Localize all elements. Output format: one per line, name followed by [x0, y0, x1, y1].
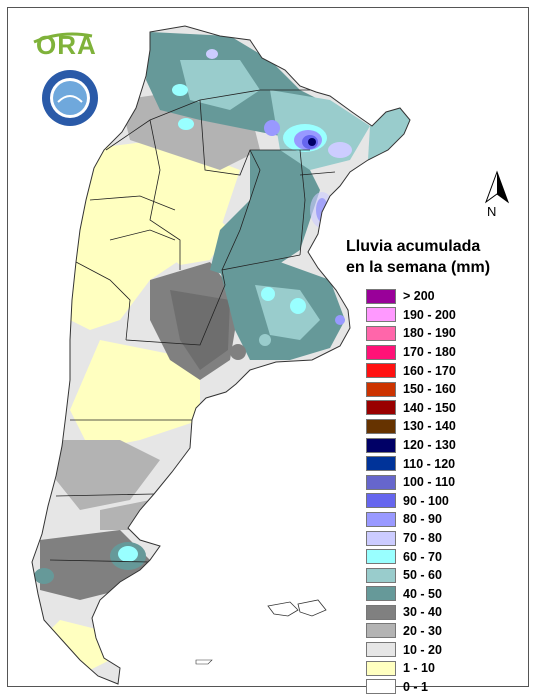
legend-item: 160 - 170: [366, 361, 456, 380]
legend-swatch: [366, 307, 396, 323]
legend-item: 130 - 140: [366, 417, 456, 436]
legend-swatch: [366, 530, 396, 546]
legend-title-line1: Lluvia acumulada: [346, 238, 481, 255]
legend-item: 40 - 50: [366, 585, 456, 604]
legend-swatch: [366, 474, 396, 490]
legend-item: 0 - 1: [366, 677, 456, 696]
ora-logo: ORA: [32, 28, 104, 64]
legend-item: 10 - 20: [366, 640, 456, 659]
legend-item: 120 - 130: [366, 436, 456, 455]
legend-label: 70 - 80: [403, 531, 442, 546]
north-arrow: N: [480, 170, 514, 222]
legend-item: 90 - 100: [366, 492, 456, 511]
legend-swatch: [366, 325, 396, 341]
legend-swatch: [366, 437, 396, 453]
malvinas-islands: [267, 599, 327, 617]
legend-label: 140 - 150: [403, 400, 456, 415]
legend-swatch: [366, 549, 396, 565]
north-label: N: [487, 204, 497, 219]
legend-item: 180 - 190: [366, 324, 456, 343]
legend-item: 100 - 110: [366, 473, 456, 492]
legend-swatch: [366, 344, 396, 360]
island-mark: [195, 659, 213, 665]
legend-swatch: [366, 604, 396, 620]
north-arrow-icon: [484, 170, 510, 204]
legend-label: 30 - 40: [403, 605, 442, 620]
legend-swatch: [366, 623, 396, 639]
legend-title-line2: en la semana (mm): [346, 259, 491, 276]
legend-item: 110 - 120: [366, 454, 456, 473]
legend-label: 1 - 10: [403, 661, 435, 676]
legend-item: 50 - 60: [366, 566, 456, 585]
legend-swatch: [366, 642, 396, 658]
legend-label: > 200: [403, 289, 435, 304]
legend-label: 10 - 20: [403, 642, 442, 657]
legend-label: 20 - 30: [403, 623, 442, 638]
legend-label: 100 - 110: [403, 475, 456, 490]
legend-item: 150 - 160: [366, 380, 456, 399]
legend-label: 110 - 120: [403, 456, 456, 471]
legend-item: 60 - 70: [366, 547, 456, 566]
legend-swatch: [366, 418, 396, 434]
legend-label: 160 - 170: [403, 363, 456, 378]
legend-label: 190 - 200: [403, 307, 456, 322]
legend-label: 80 - 90: [403, 512, 442, 527]
legend-label: 180 - 190: [403, 326, 456, 341]
legend-label: 0 - 1: [403, 679, 429, 694]
legend-item: > 200: [366, 287, 456, 306]
legend-swatch: [366, 456, 396, 472]
legend-item: 190 - 200: [366, 306, 456, 325]
legend-item: 140 - 150: [366, 399, 456, 418]
legend-label: 130 - 140: [403, 419, 456, 434]
ora-logo-text: ORA: [36, 30, 97, 60]
legend-swatch: [366, 288, 396, 304]
legend-label: 40 - 50: [403, 586, 442, 601]
seal-icon: [40, 68, 100, 128]
legend-label: 50 - 60: [403, 568, 442, 583]
legend-label: 90 - 100: [403, 493, 449, 508]
legend-label: 120 - 130: [403, 438, 456, 453]
legend-label: 60 - 70: [403, 549, 442, 564]
legend: > 200 190 - 200 180 - 190 170 - 180 160 - 17…: [366, 287, 456, 696]
legend-item: 170 - 180: [366, 343, 456, 362]
legend-title: Lluvia acumulada en la semana (mm): [346, 236, 516, 278]
legend-item: 80 - 90: [366, 510, 456, 529]
legend-item: 70 - 80: [366, 529, 456, 548]
legend-item: 20 - 30: [366, 622, 456, 641]
legend-item: 30 - 40: [366, 603, 456, 622]
legend-swatch: [366, 493, 396, 509]
legend-swatch: [366, 381, 396, 397]
legend-swatch: [366, 586, 396, 602]
legend-label: 150 - 160: [403, 382, 456, 397]
legend-swatch: [366, 679, 396, 695]
legend-swatch: [366, 567, 396, 583]
legend-swatch: [366, 511, 396, 527]
legend-item: 1 - 10: [366, 659, 456, 678]
legend-swatch: [366, 363, 396, 379]
ora-logo-swoosh: [33, 32, 93, 44]
legend-swatch: [366, 400, 396, 416]
legend-label: 170 - 180: [403, 345, 456, 360]
legend-swatch: [366, 660, 396, 676]
province-borders: [49, 89, 336, 563]
